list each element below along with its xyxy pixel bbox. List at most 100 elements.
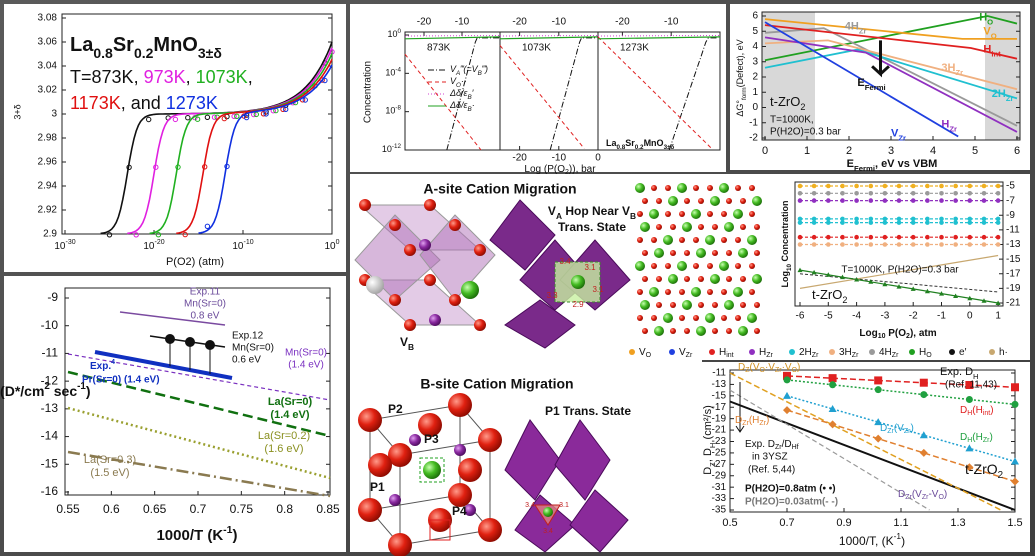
x-axis-label: Log10 P(O2), atm: [859, 328, 936, 341]
atom: [752, 196, 762, 206]
text-part: 4H: [845, 21, 859, 33]
data-point: [897, 198, 902, 203]
text-part: 4H: [879, 347, 892, 358]
text-part: ,: [134, 67, 144, 87]
x-tick-label: 0.8: [276, 502, 293, 516]
atom: [726, 328, 732, 334]
section-title: B-site Cation Migration: [420, 376, 573, 392]
data-point: [869, 242, 874, 247]
data-point: [826, 220, 831, 225]
data-point: [165, 334, 175, 344]
x-tick-label: -10: [552, 153, 567, 164]
atom: [637, 237, 643, 243]
x-tick-label: 0.75: [230, 502, 254, 516]
data-point: [939, 235, 944, 240]
atom: [388, 533, 412, 556]
data-point: [883, 220, 888, 225]
legend-swatch: [709, 349, 715, 355]
atom: [740, 224, 746, 230]
atom: [358, 408, 382, 432]
atom: [663, 313, 673, 323]
y-tick-label: -9: [47, 290, 58, 304]
atom: [668, 196, 678, 206]
text-part: 2: [800, 102, 805, 112]
atom: [429, 314, 441, 326]
annotation: Mn(Sr=0): [184, 299, 226, 310]
text-part: t-ZrO: [812, 287, 842, 302]
text-part: 10: [387, 29, 397, 39]
atom: [654, 248, 664, 258]
distance-label: 3.1: [584, 263, 596, 272]
data-point: [996, 220, 1001, 225]
data-point: [925, 184, 930, 189]
data-point: [798, 242, 803, 247]
atom: [698, 302, 704, 308]
y-tick-label: 2.9: [43, 229, 57, 240]
legend-swatch: [789, 349, 795, 355]
text-part: 10: [382, 144, 392, 154]
atom: [682, 222, 692, 232]
atom: [726, 198, 732, 204]
text-part: int: [726, 352, 733, 359]
atom: [389, 494, 401, 506]
data-point: [939, 198, 944, 203]
y-tick-label: -2: [749, 133, 758, 144]
annotation: 0.6 eV: [232, 355, 261, 366]
temperature-label: 1073K: [522, 43, 551, 54]
x-axis-label: Log (P(O2)), bar: [524, 164, 596, 177]
text-part: ,: [186, 67, 196, 87]
atom: [665, 211, 671, 217]
atom: [665, 289, 671, 295]
atom: [454, 444, 466, 456]
data-point: [812, 184, 817, 189]
x-tick-label: 1: [804, 145, 810, 157]
atom: [684, 250, 690, 256]
text-part: La: [70, 34, 94, 56]
annotation: Exp.12: [232, 331, 264, 342]
distance-label: 2.9: [572, 300, 584, 309]
text-part: 4: [111, 359, 115, 366]
text-part: Zr: [898, 133, 906, 142]
atom: [721, 237, 727, 243]
atom: [712, 250, 718, 256]
data-point: [798, 184, 803, 189]
atom: [389, 294, 401, 306]
atom: [474, 244, 486, 256]
atom: [740, 302, 746, 308]
atom: [458, 458, 482, 482]
text-part: -20: [155, 239, 165, 246]
position-label: P3: [424, 432, 439, 446]
text-part: ): [233, 527, 238, 544]
text-part: ): [766, 415, 769, 426]
data-point: [897, 184, 902, 189]
text-part: (H: [749, 415, 760, 426]
data-point: [925, 198, 930, 203]
atom: [747, 313, 757, 323]
y-tick-label: -13: [1006, 239, 1021, 250]
data-point: [829, 374, 837, 382]
data-point: [1011, 383, 1019, 391]
data-point: [875, 386, 882, 393]
atom: [423, 461, 441, 479]
text-part: ,: [248, 67, 253, 87]
text-part: 10: [143, 241, 155, 252]
text-part: 10: [232, 241, 244, 252]
atom: [656, 198, 662, 204]
atom: [735, 185, 741, 191]
x-tick-label: -2: [909, 311, 918, 322]
atom: [705, 235, 715, 245]
legend-swatch: [909, 349, 915, 355]
data-point: [996, 198, 1001, 203]
atom: [642, 198, 648, 204]
y-tick-label: 5: [752, 26, 758, 37]
text-part: and: [131, 93, 166, 113]
data-point: [953, 198, 958, 203]
y-tick-label: -9: [1006, 210, 1015, 221]
data-point: [953, 191, 958, 196]
atom: [752, 274, 762, 284]
text-part: ): [910, 423, 913, 434]
atom: [726, 250, 732, 256]
atom: [740, 198, 746, 204]
text-part: 1000/T, (K: [839, 534, 894, 548]
text-part: Zr: [812, 352, 819, 359]
